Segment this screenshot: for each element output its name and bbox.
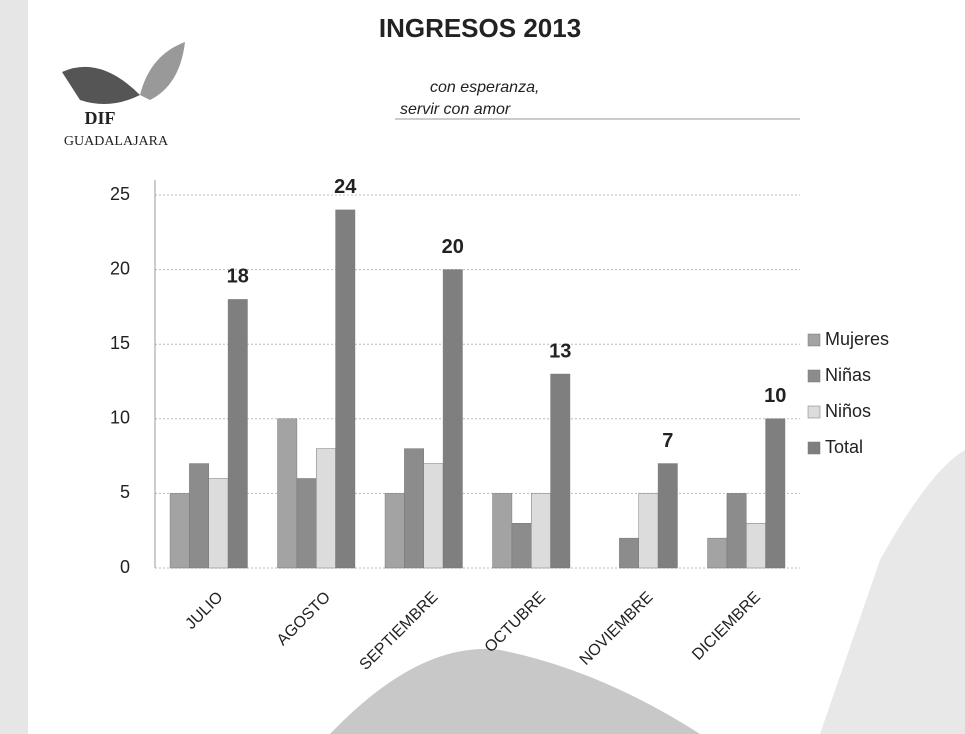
bar (170, 493, 189, 568)
data-label: 24 (334, 176, 357, 198)
legend-swatch (808, 334, 820, 346)
chart-title: INGRESOS 2013 (379, 13, 581, 43)
y-tick-label: 5 (120, 482, 130, 502)
bar (316, 449, 335, 568)
bar (639, 493, 658, 568)
chart: INGRESOS 2013 DIF GUADALAJARA con espera… (0, 0, 965, 734)
bar (209, 478, 228, 568)
bar (424, 464, 443, 568)
bar (766, 419, 785, 568)
legend-swatch (808, 406, 820, 418)
data-label: 10 (764, 385, 786, 407)
y-tick-label: 20 (110, 258, 130, 278)
slogan: servir con amor (400, 101, 511, 118)
bar (278, 419, 297, 568)
legend-label: Total (825, 437, 863, 457)
bar (658, 464, 677, 568)
bar (708, 538, 727, 568)
slogan: con esperanza, (430, 79, 539, 96)
y-tick-label: 25 (110, 184, 130, 204)
data-label: 13 (549, 340, 571, 362)
bar (189, 464, 208, 568)
bar (746, 523, 765, 568)
legend-swatch (808, 370, 820, 382)
logo-name: DIF (85, 108, 116, 128)
y-tick-label: 0 (120, 557, 130, 577)
bar (297, 478, 316, 568)
bar (336, 210, 355, 568)
bar (727, 493, 746, 568)
bar (443, 270, 462, 568)
data-label: 7 (662, 430, 673, 452)
logo-city: GUADALAJARA (64, 134, 169, 149)
bar (404, 449, 423, 568)
bar (512, 523, 531, 568)
legend-label: Niños (825, 401, 871, 421)
bar (531, 493, 550, 568)
bar (551, 374, 570, 568)
legend-label: Mujeres (825, 329, 889, 349)
scan-edge (0, 0, 28, 734)
data-label: 20 (442, 236, 464, 258)
bar (493, 493, 512, 568)
legend-label: Niñas (825, 365, 871, 385)
y-tick-label: 10 (110, 408, 130, 428)
legend-swatch (808, 442, 820, 454)
y-tick-label: 15 (110, 333, 130, 353)
bar (228, 299, 247, 568)
bar (385, 493, 404, 568)
bar (619, 538, 638, 568)
data-label: 18 (227, 266, 249, 288)
